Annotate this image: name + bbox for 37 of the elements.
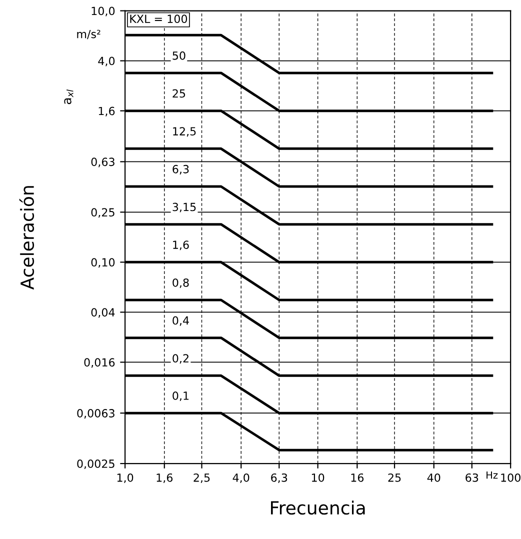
series-label: 6,3 [172,164,189,174]
series-label: 0,8 [172,278,189,288]
x-tick-label: 63 [466,473,478,482]
x-tick-label: 2,5 [194,473,210,483]
x-tick-label: 16 [351,473,364,482]
series-label: 25 [172,89,186,98]
y-axis-title: Aceleración [19,186,34,290]
series-label: 3,15 [172,202,196,212]
y-tick-label: 10,0 [92,6,115,16]
x-tick-label: 1,6 [156,473,173,483]
series-label: 0,2 [172,354,188,364]
x-tick-label: 4,0 [232,473,250,483]
text: m/s² [77,30,100,40]
y-tick-label: 0,0025 [77,460,114,470]
y-tick-label: 0,25 [91,208,114,218]
y-tick-label: 0,0063 [77,409,114,419]
series-label: 1,6 [173,240,189,250]
x-tick-label: 25 [388,473,401,482]
y-tick-label: 0,016 [84,358,115,368]
x-axis-title: Frecuencia [271,500,365,515]
y-tick-label: 4,0 [98,56,115,66]
series-label: 0,4 [172,316,189,326]
x-tick-label: 6,3 [271,473,288,483]
x-tick-label: 10 [312,473,324,482]
y-tick-label: 1,6 [98,106,115,116]
text: Hz [486,472,498,479]
series-label: 0,1 [172,392,189,402]
x-tick-label: 100 [501,473,520,482]
series-label: 50 [172,51,186,60]
series-label: 12,5 [173,127,196,137]
x-tick-label: 1,0 [117,473,134,483]
y-tick-label: 0,04 [91,308,115,318]
text: a$_{xl}$ [64,90,74,104]
y-tick-label: 0,63 [91,158,114,168]
y-tick-label: 0,10 [91,258,115,268]
series-label: KXL = 100 [130,14,188,24]
x-tick-label: 40 [427,473,440,482]
